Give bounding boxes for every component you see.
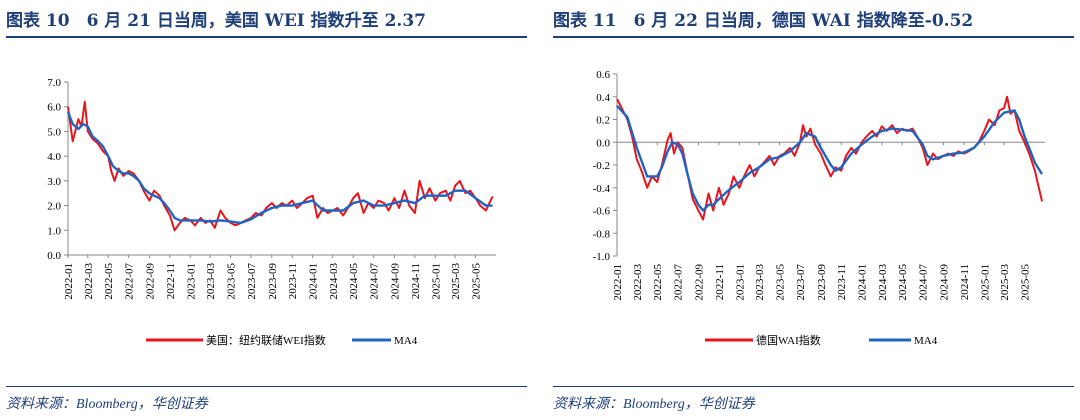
series-raw-line	[616, 95, 1043, 221]
y-tick-label: 4.0	[47, 151, 61, 163]
series-raw-line	[67, 100, 494, 232]
x-tick-label: 2022-09	[693, 264, 705, 301]
x-tick-label: 2024-07	[918, 264, 930, 301]
x-tick-label: 2022-01	[612, 264, 624, 301]
x-tick-label: 2025-01	[979, 264, 991, 301]
y-tick-label: 5.0	[47, 126, 61, 138]
x-tick-label: 2022-07	[124, 263, 136, 300]
x-tick-label: 2024-11	[410, 263, 422, 299]
legend-label: 德国WAI指数	[756, 333, 821, 347]
x-tick-label: 2024-03	[877, 264, 889, 301]
y-tick-label: -0.2	[593, 160, 610, 172]
x-tick-label: 2025-01	[430, 263, 442, 300]
x-tick-label: 2024-09	[938, 264, 950, 301]
y-tick-label: 7.0	[47, 77, 61, 89]
x-tick-label: 2024-03	[328, 263, 340, 300]
series-ma4-line	[616, 104, 1044, 212]
figure-11-bottom-rule	[553, 386, 1074, 387]
x-tick-label: 2022-01	[63, 263, 75, 300]
y-tick-label: 6.0	[47, 102, 61, 114]
figure-10-chart: 0.0 1.0 2.0 3.0 4.0 5.0 6.0 7.0 2022-01 2022-03 20…	[47, 77, 496, 347]
x-tick-label: 2023-09	[816, 264, 828, 301]
x-tick-label: 2023-05	[775, 264, 787, 301]
figure-10-title: 图表 10 6 月 21 日当周，美国 WEI 指数升至 2.37	[6, 11, 426, 31]
y-tick-label: -0.4	[593, 183, 611, 195]
y-tick-label: 1.0	[47, 225, 61, 237]
x-tick-label: 2023-11	[836, 264, 848, 300]
y-tick-label: 0.2	[596, 115, 610, 127]
legend-label: 美国：纽约联储WEI指数	[206, 333, 326, 347]
x-tick-label: 2025-03	[450, 263, 462, 300]
x-tick-label: 2023-03	[205, 263, 217, 300]
x-tick-label: 2023-07	[246, 263, 258, 300]
legend-label: MA4	[914, 335, 938, 347]
x-tick-label: 2022-05	[103, 263, 115, 300]
x-tick-label: 2024-07	[369, 263, 381, 300]
x-tick-label: 2023-07	[795, 264, 807, 301]
x-tick-label: 2022-09	[144, 263, 156, 300]
figure-10-title-rule	[6, 36, 527, 38]
x-tick-label: 2025-05	[471, 263, 483, 300]
x-tick-label: 2023-01	[185, 263, 197, 300]
x-tick-label: 2023-03	[754, 264, 766, 301]
figure-11-panel: 图表 11 6 月 22 日当周，德国 WAI 指数降至-0.52 -1.0 -0…	[553, 0, 1078, 420]
x-tick-label: 2023-11	[287, 263, 299, 299]
x-tick-label: 2024-05	[897, 264, 909, 301]
y-tick-label: -0.8	[593, 228, 611, 240]
legend-label: MA4	[394, 335, 418, 347]
x-tick-label: 2022-03	[83, 263, 95, 300]
y-tick-label: 0.0	[47, 250, 61, 262]
figure-11-title: 图表 11 6 月 22 日当周，德国 WAI 指数降至-0.52	[553, 11, 974, 31]
y-tick-label: 2.0	[47, 201, 61, 213]
x-tick-label: 2024-11	[959, 264, 971, 300]
figure-10-panel: 图表 10 6 月 21 日当周，美国 WEI 指数升至 2.37 0.0 1.0…	[6, 0, 531, 420]
figure-11-source: 资料来源：Bloomberg，华创证券	[553, 397, 755, 412]
x-tick-label: 2024-01	[857, 264, 869, 301]
figure-11-title-rule	[553, 36, 1074, 38]
x-tick-label: 2022-03	[632, 264, 644, 301]
y-tick-label: -0.6	[593, 206, 611, 218]
figure-11-chart: -1.0 -0.8 -0.6 -0.4 -0.2 0.0 0.2 0.4 0.6 2022-01 2…	[593, 69, 1045, 347]
figure-10-bottom-rule	[6, 386, 527, 387]
x-tick-label: 2025-03	[999, 264, 1011, 301]
x-tick-label: 2025-05	[1020, 264, 1032, 301]
x-tick-label: 2024-01	[308, 263, 320, 300]
y-tick-label: 0.4	[596, 92, 610, 104]
y-tick-label: 0.6	[596, 69, 610, 81]
x-tick-label: 2023-05	[226, 263, 238, 300]
x-tick-label: 2022-07	[673, 264, 685, 301]
x-tick-label: 2022-05	[652, 264, 664, 301]
figure-10-source: 资料来源：Bloomberg，华创证券	[6, 397, 208, 412]
y-tick-label: 3.0	[47, 176, 61, 188]
x-tick-label: 2022-11	[714, 264, 726, 300]
x-tick-label: 2022-11	[165, 263, 177, 299]
y-tick-label: 0.0	[596, 137, 610, 149]
series-ma4-line	[66, 111, 493, 225]
y-tick-label: -1.0	[593, 251, 611, 263]
x-tick-label: 2024-05	[348, 263, 360, 300]
x-tick-label: 2024-09	[389, 263, 401, 300]
x-tick-label: 2023-01	[734, 264, 746, 301]
x-tick-label: 2023-09	[267, 263, 279, 300]
